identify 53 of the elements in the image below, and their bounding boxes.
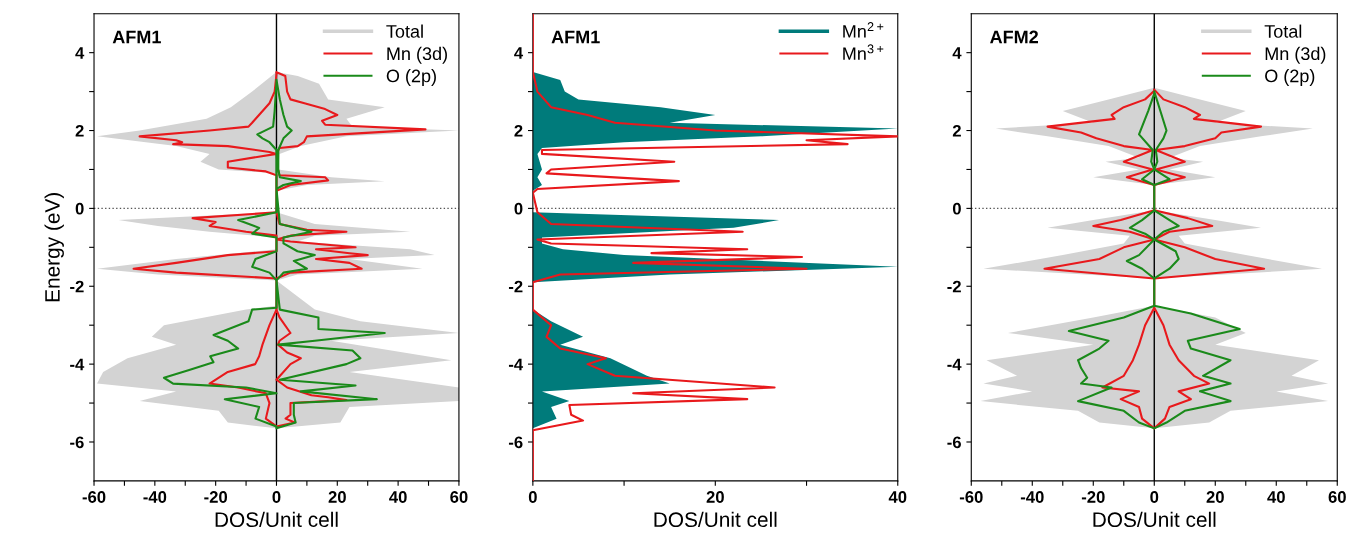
y-tick-label: 2 — [514, 124, 523, 137]
x-tick-label: 20 — [1206, 491, 1224, 503]
y-tick-label: -4 — [947, 358, 962, 371]
y-axis-title: Energy (eV) — [44, 193, 64, 302]
y-tick-label: -2 — [947, 280, 961, 293]
text: AFM1 — [112, 30, 161, 44]
x-tick-label: 40 — [1267, 491, 1285, 503]
line-series — [1043, 88, 1266, 430]
y-tick-label: 4 — [75, 47, 85, 59]
legend-label: O (2p) — [386, 69, 436, 86]
legend-label: Mn (3d) — [387, 46, 447, 64]
y-tick-label: 0 — [75, 202, 84, 215]
x-axis-title: DOS/Unit cell — [215, 511, 338, 528]
text: AFM1 — [551, 30, 600, 44]
y-tick-label: -4 — [70, 358, 85, 371]
y-tick-label: -4 — [508, 358, 524, 371]
legend-label: O (2p) — [1265, 69, 1315, 86]
x-tick-label: -60 — [82, 491, 106, 503]
line-series — [162, 78, 386, 430]
legend-label: Total — [386, 24, 423, 38]
y-tick-label: -6 — [947, 436, 961, 449]
legend-label: Mn$^{2+}$ — [843, 22, 884, 38]
line-series — [1067, 90, 1241, 430]
x-axis-title: DOS/Unit cell — [1093, 511, 1216, 528]
x-tick-label: 20 — [706, 491, 724, 503]
legend-label: Total — [1264, 24, 1302, 38]
x-tick-label: 0 — [272, 491, 281, 503]
x-tick-label: -20 — [1081, 491, 1105, 503]
x-tick-label: -60 — [959, 491, 983, 503]
y-tick-label: -6 — [70, 436, 84, 449]
y-tick-label: 4 — [952, 47, 962, 59]
x-tick-label: 0 — [528, 491, 537, 503]
y-tick-label: 0 — [514, 202, 523, 215]
legend-label: Mn (3d) — [1265, 46, 1326, 64]
x-tick-label: -20 — [204, 491, 228, 503]
x-tick-label: 60 — [450, 491, 468, 503]
y-tick-label: -2 — [508, 280, 523, 293]
y-tick-label: 2 — [75, 124, 84, 137]
y-tick-label: 4 — [514, 47, 524, 59]
x-tick-label: 0 — [1150, 491, 1159, 503]
y-tick-label: -2 — [70, 280, 84, 293]
legend-label: Mn$^{3+}$ — [843, 44, 884, 60]
y-tick-label: 0 — [952, 202, 961, 215]
x-tick-label: 60 — [1328, 491, 1346, 503]
y-tick-label: 2 — [952, 124, 961, 137]
x-axis-title: DOS/Unit cell — [654, 511, 777, 528]
x-tick-label: 40 — [389, 491, 407, 503]
x-tick-label: -40 — [143, 491, 167, 503]
x-tick-label: 20 — [328, 491, 346, 503]
y-tick-label: -6 — [508, 436, 523, 449]
x-tick-label: 40 — [888, 491, 907, 503]
text: AFM2 — [990, 30, 1039, 44]
x-tick-label: -40 — [1020, 491, 1044, 503]
